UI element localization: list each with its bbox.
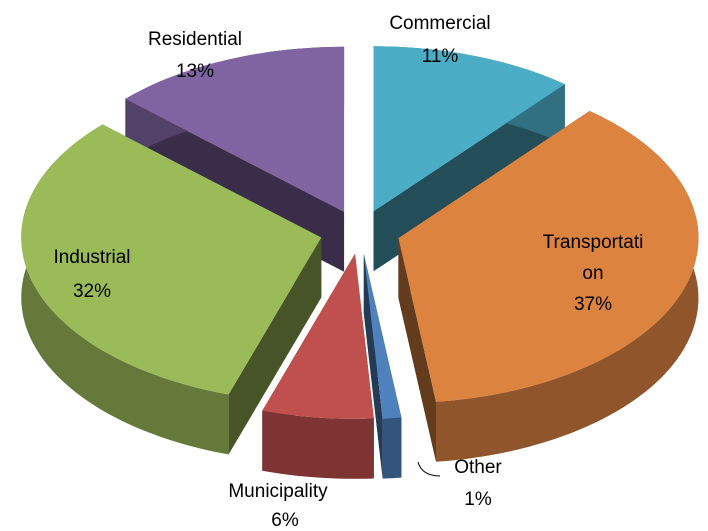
- slice-value-label: 6%: [271, 510, 299, 531]
- slice-value-label: 37%: [574, 294, 612, 315]
- slice: [363, 253, 402, 419]
- slice-side: [262, 410, 374, 479]
- slice-label: Municipality: [228, 481, 328, 502]
- slice: [398, 111, 699, 402]
- slice: [262, 253, 374, 419]
- slice-side: [382, 417, 402, 479]
- slice: [373, 46, 565, 212]
- slice-label: Residential: [148, 29, 242, 50]
- slice-label: Transportati on: [543, 232, 644, 284]
- slice: [125, 46, 345, 212]
- slice-wall: [228, 237, 322, 455]
- slice-label: Commercial: [389, 13, 490, 34]
- slice-side: [436, 111, 699, 462]
- slice-side: [21, 124, 229, 455]
- leader-line: [417, 461, 441, 477]
- slice-wall: [363, 253, 383, 479]
- slice-value-label: 1%: [464, 489, 492, 510]
- slice-label: Other: [454, 457, 502, 478]
- slice-value-label: 11%: [422, 46, 459, 67]
- slice-wall: [398, 238, 436, 462]
- slice-label: Industrial: [53, 247, 130, 268]
- slice-value-label: 13%: [176, 61, 214, 82]
- slice: [21, 124, 322, 395]
- slice-value-label: 32%: [73, 281, 111, 302]
